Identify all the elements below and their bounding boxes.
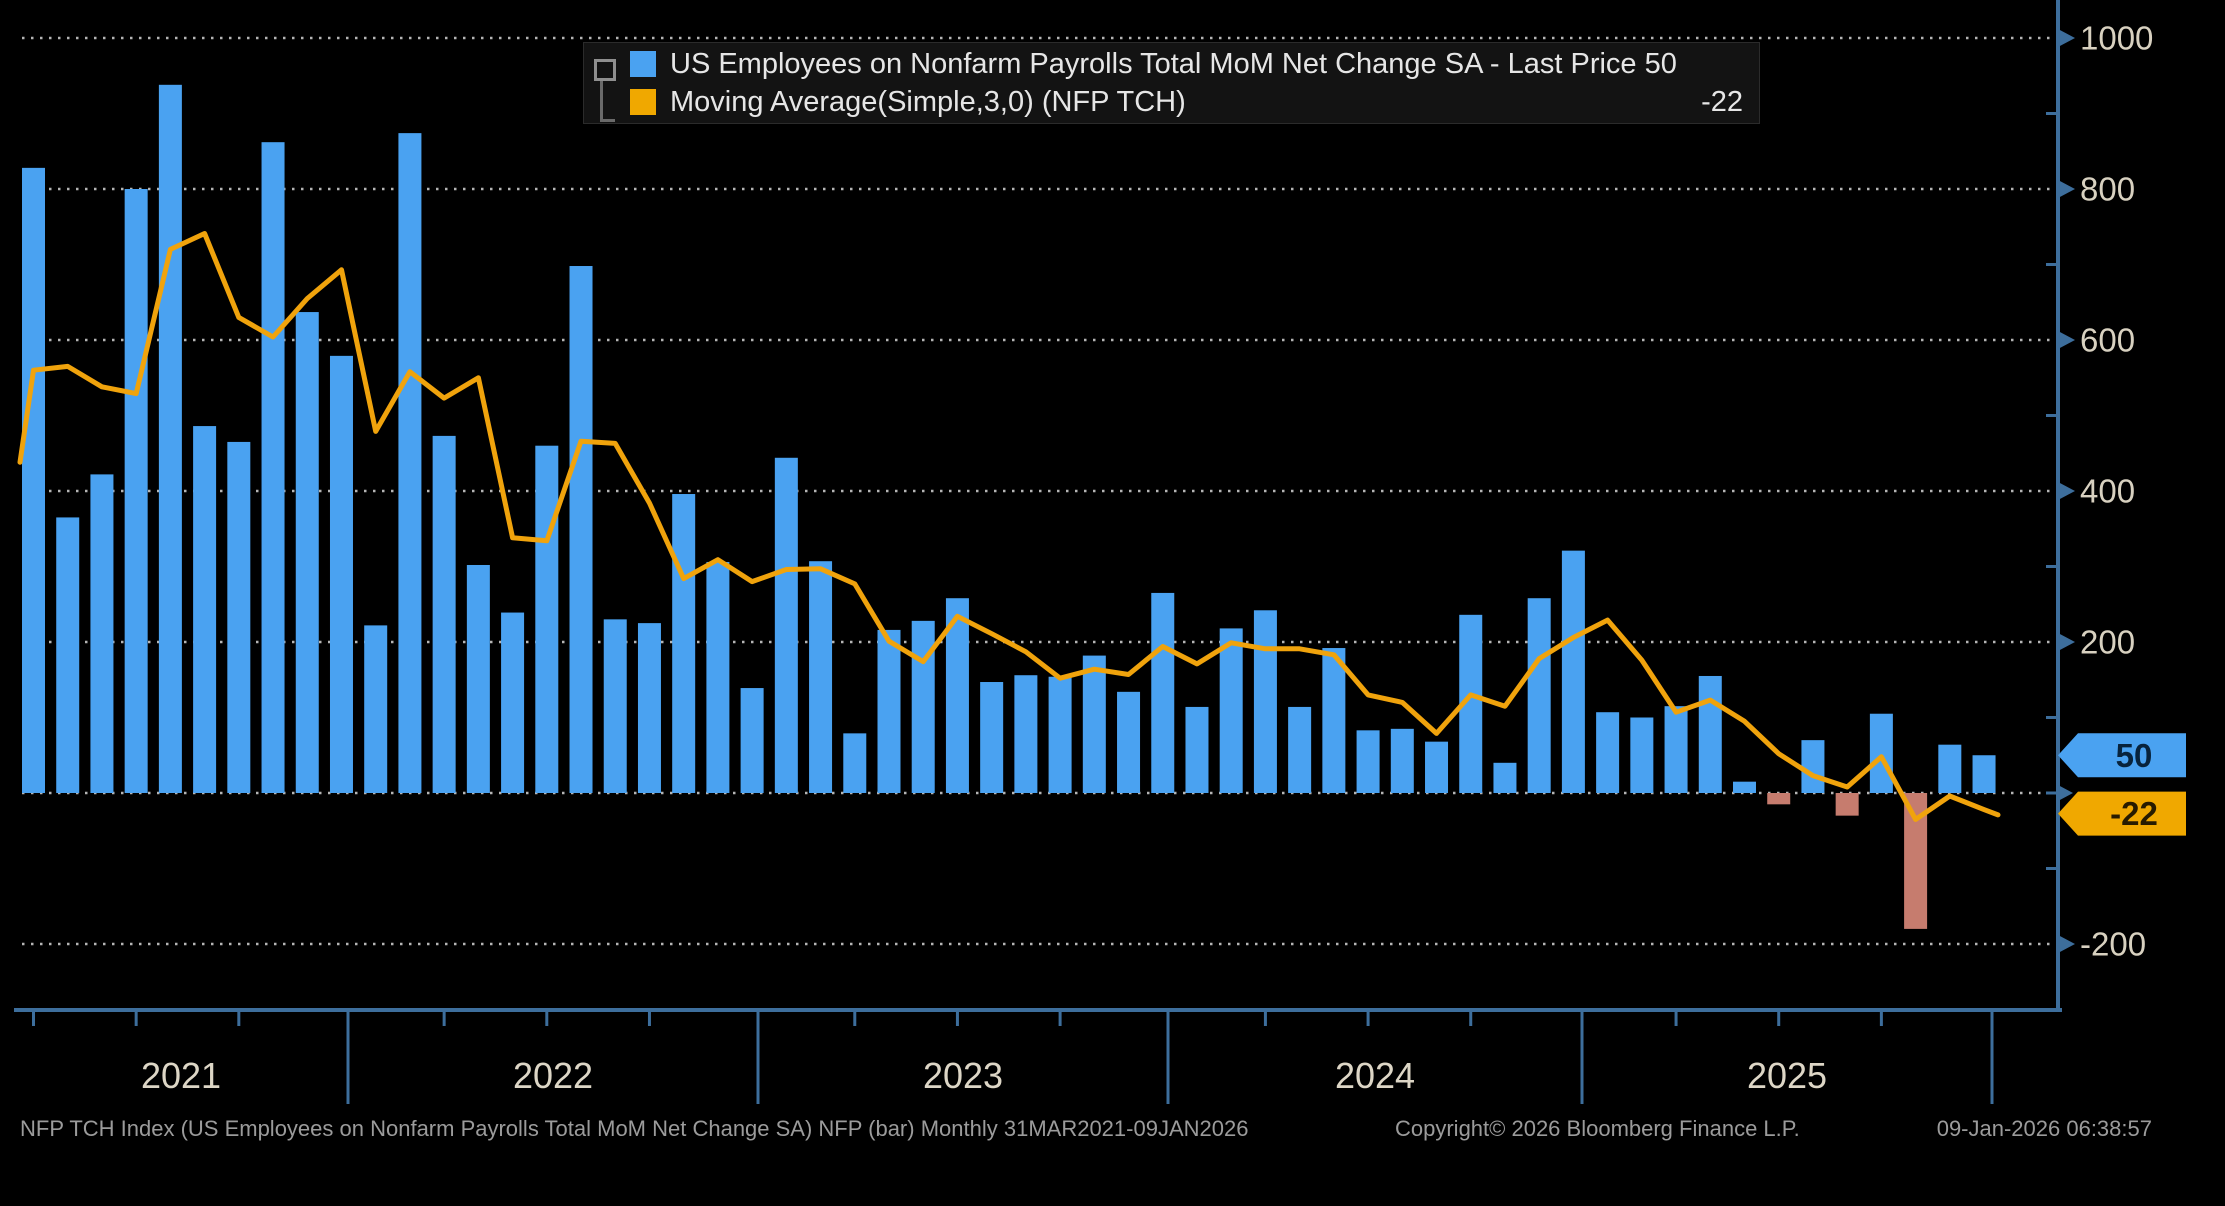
bar-2021-04: [56, 517, 80, 793]
y-tick-arrow-1000: [2058, 29, 2075, 47]
bar-2022-05: [501, 612, 525, 793]
y-tick-arrow--200: [2058, 935, 2075, 953]
y-axis-line: [2056, 0, 2060, 1012]
bar-2022-07: [569, 266, 593, 793]
year-label-2025: 2025: [1747, 1055, 1827, 1096]
bar-2023-12: [1151, 592, 1175, 793]
y-tick-label-400: 400: [2080, 473, 2135, 510]
y-tick-arrow-800: [2058, 180, 2075, 198]
y-tick-label-1000: 1000: [2080, 20, 2153, 57]
ma-value-badge: [2058, 791, 2186, 836]
bar-2021-08: [193, 426, 217, 793]
ma-value-badge-label: -22: [2110, 795, 2158, 832]
year-label-2022: 2022: [513, 1055, 593, 1096]
bar-2025-01: [1596, 712, 1620, 793]
bar-2023-11: [1117, 691, 1141, 793]
bar-2021-12: [329, 355, 353, 793]
bar-2022-03: [432, 435, 456, 793]
year-label-2021: 2021: [141, 1055, 221, 1096]
bar-2021-03: [22, 167, 45, 794]
legend-item-label: US Employees on Nonfarm Payrolls Total M…: [670, 47, 1677, 80]
bar-2024-08: [1425, 741, 1449, 793]
bar-2024-09: [1459, 614, 1483, 793]
bar-2024-06: [1356, 730, 1380, 793]
bar-2024-07: [1390, 728, 1414, 793]
year-label-2024: 2024: [1335, 1055, 1415, 1096]
bar-2025-11: [1938, 744, 1962, 793]
bar-2023-06: [945, 598, 969, 793]
y-tick-label--200: -200: [2080, 926, 2146, 963]
bar-2025-09: [1869, 713, 1893, 793]
bar-2025-12: [1972, 755, 1996, 793]
year-label-2023: 2023: [923, 1055, 1003, 1096]
bar-2022-06: [535, 445, 559, 793]
y-tick-label-200: 200: [2080, 624, 2135, 661]
legend-key-icon[interactable]: [594, 59, 616, 81]
bar-2023-01: [774, 457, 798, 793]
bar-2024-05: [1322, 648, 1346, 793]
bar-2024-11: [1527, 598, 1551, 793]
legend-item-payrolls[interactable]: US Employees on Nonfarm Payrolls Total M…: [630, 45, 1743, 83]
bar-2022-04: [466, 564, 490, 793]
bar-2025-06: [1767, 793, 1791, 805]
y-tick-arrow-400: [2058, 482, 2075, 500]
bar-2025-08: [1835, 793, 1859, 816]
bar-2022-09: [637, 623, 661, 793]
bar-2023-10: [1082, 655, 1106, 793]
bar-2021-10: [261, 142, 285, 793]
bar-2023-09: [1048, 676, 1072, 793]
bar-2025-02: [1630, 717, 1654, 793]
legend-stem-icon: [600, 81, 615, 122]
footer-copyright: Copyright© 2026 Bloomberg Finance L.P.: [1395, 1116, 1800, 1141]
bar-2025-03: [1664, 706, 1688, 793]
bar-2024-02: [1219, 628, 1243, 793]
y-tick-arrow-0: [2058, 785, 2073, 801]
last-price-badge-label: 50: [2116, 737, 2153, 774]
bar-2021-11: [295, 312, 319, 793]
bar-2021-07: [158, 84, 182, 793]
bar-2024-03: [1253, 610, 1277, 793]
footer-timestamp: 09-Jan-2026 06:38:57: [1936, 1116, 2152, 1141]
x-axis-line: [14, 1008, 2062, 1012]
last-price-badge: [2058, 733, 2186, 778]
bar-2023-07: [980, 682, 1004, 793]
bar-2025-05: [1733, 781, 1756, 793]
bar-2024-04: [1288, 706, 1312, 793]
bar-2022-11: [706, 561, 730, 793]
y-tick-label-600: 600: [2080, 322, 2135, 359]
y-tick-arrow-600: [2058, 331, 2075, 349]
bar-2025-10: [1904, 793, 1928, 929]
bar-2023-05: [911, 620, 935, 793]
bar-2023-04: [877, 629, 901, 793]
plot-area[interactable]: [14, 0, 2058, 1010]
moving-average-swatch-icon: [630, 89, 656, 115]
bar-2022-08: [603, 619, 627, 793]
footer-security-description: NFP TCH Index (US Employees on Nonfarm P…: [20, 1116, 1249, 1141]
moving-average-line: [17, 231, 2001, 822]
payrolls-series-swatch-icon: [630, 51, 656, 77]
y-tick-label-800: 800: [2080, 171, 2135, 208]
bar-2024-10: [1493, 762, 1517, 793]
legend-item-moving-average[interactable]: Moving Average(Simple,3,0) (NFP TCH) -22: [630, 83, 1743, 121]
bar-2021-09: [227, 441, 251, 793]
bar-2023-02: [809, 561, 833, 793]
y-tick-arrow-200: [2058, 633, 2075, 651]
bar-2023-08: [1014, 675, 1038, 793]
bar-2023-03: [843, 733, 867, 793]
bar-2021-05: [90, 474, 114, 793]
bar-2022-01: [364, 625, 388, 793]
bar-2024-01: [1185, 706, 1209, 793]
legend-item-label: Moving Average(Simple,3,0) (NFP TCH): [670, 85, 1186, 118]
bar-2022-12: [740, 688, 764, 793]
bar-2021-06: [124, 189, 148, 793]
chart-legend: US Employees on Nonfarm Payrolls Total M…: [583, 42, 1760, 124]
moving-average-last-value: -22: [1701, 85, 1743, 118]
bar-2024-12: [1561, 550, 1585, 793]
bar-2022-02: [398, 133, 422, 793]
